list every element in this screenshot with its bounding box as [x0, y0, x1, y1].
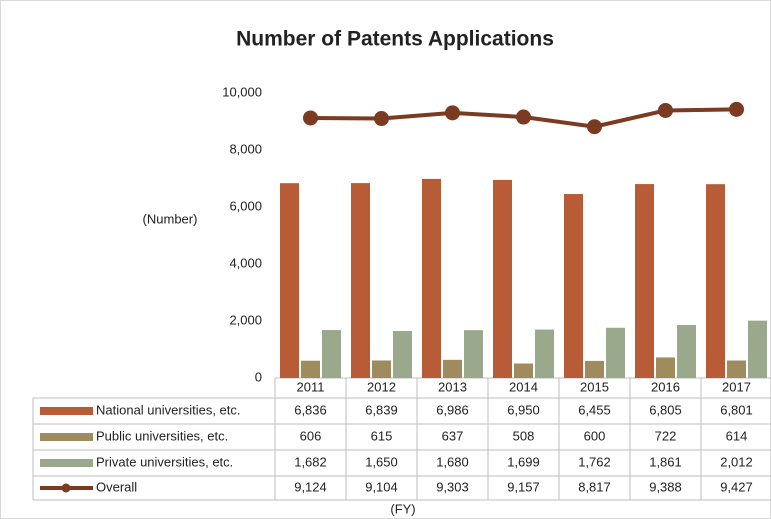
bar [748, 320, 767, 378]
x-axis-label: (FY) [390, 501, 415, 516]
bar [635, 184, 654, 378]
bar [351, 183, 370, 378]
y-tick-label: 0 [255, 369, 262, 384]
table-value: 6,986 [436, 402, 469, 417]
bar [443, 359, 462, 378]
legend-key [40, 433, 93, 441]
table-value: 1,680 [436, 454, 469, 469]
bar [677, 324, 696, 378]
bar [706, 184, 725, 378]
bar [493, 179, 512, 378]
x-tick-label: 2015 [580, 379, 609, 394]
table-value: 1,762 [578, 454, 611, 469]
table-value: 614 [726, 428, 748, 443]
table-value: 6,950 [507, 402, 540, 417]
marker [729, 101, 744, 117]
table-value: 9,427 [720, 479, 753, 494]
marker [587, 119, 602, 135]
bar [280, 183, 299, 378]
legend-key [40, 407, 93, 415]
y-tick-label: 8,000 [229, 141, 262, 156]
bar [535, 329, 554, 378]
bar [464, 330, 483, 378]
marker [303, 110, 318, 126]
table-value: 9,303 [436, 479, 469, 494]
table-value: 9,388 [649, 479, 682, 494]
table-value: 6,801 [720, 402, 753, 417]
legend-label: Public universities, etc. [96, 428, 228, 443]
legend-label: Private universities, etc. [96, 454, 233, 469]
bar [606, 327, 625, 378]
marker [374, 111, 389, 127]
table-value: 508 [513, 428, 535, 443]
table-value: 6,805 [649, 402, 682, 417]
table-value: 606 [300, 428, 322, 443]
y-tick-label: 2,000 [229, 312, 262, 327]
y-tick-label: 6,000 [229, 198, 262, 213]
bar [301, 360, 320, 378]
x-tick-label: 2014 [509, 379, 538, 394]
table-value: 615 [371, 428, 393, 443]
x-tick-label: 2016 [651, 379, 680, 394]
legend-label: National universities, etc. [96, 402, 241, 417]
x-tick-label: 2011 [297, 379, 325, 394]
table-value: 637 [442, 428, 464, 443]
table-value: 1,650 [365, 454, 398, 469]
legend-key [40, 459, 93, 467]
bar [422, 178, 441, 378]
table-value: 1,699 [507, 454, 540, 469]
marker [516, 109, 531, 125]
x-tick-label: 2012 [367, 379, 396, 394]
table-value: 6,839 [365, 402, 398, 417]
bar [727, 360, 746, 378]
y-tick-label: 10,000 [222, 84, 262, 99]
x-tick-label: 2013 [438, 379, 467, 394]
table-value: 9,104 [365, 479, 398, 494]
table-value: 722 [655, 428, 677, 443]
x-tick-label: 2017 [722, 379, 751, 394]
bar [656, 357, 675, 378]
table-value: 6,836 [294, 402, 327, 417]
table-value: 1,682 [294, 454, 327, 469]
bar [372, 360, 391, 378]
bar [393, 330, 412, 378]
y-tick-label: 4,000 [229, 255, 262, 270]
table-value: 2,012 [720, 454, 753, 469]
table-value: 9,124 [294, 479, 327, 494]
marker [658, 102, 673, 118]
table-value: 600 [584, 428, 606, 443]
bar [585, 360, 604, 378]
legend-key [61, 483, 71, 493]
legend-label: Overall [96, 479, 137, 494]
marker [445, 105, 460, 121]
table-value: 9,157 [507, 479, 540, 494]
bar [322, 330, 341, 378]
table-value: 1,861 [649, 454, 682, 469]
y-axis-label: (Number) [143, 211, 198, 226]
bar [564, 194, 583, 378]
table-value: 6,455 [578, 402, 611, 417]
chart-title: Number of Patents Applications [236, 28, 554, 51]
table-value: 8,817 [578, 479, 611, 494]
bar [514, 363, 533, 378]
